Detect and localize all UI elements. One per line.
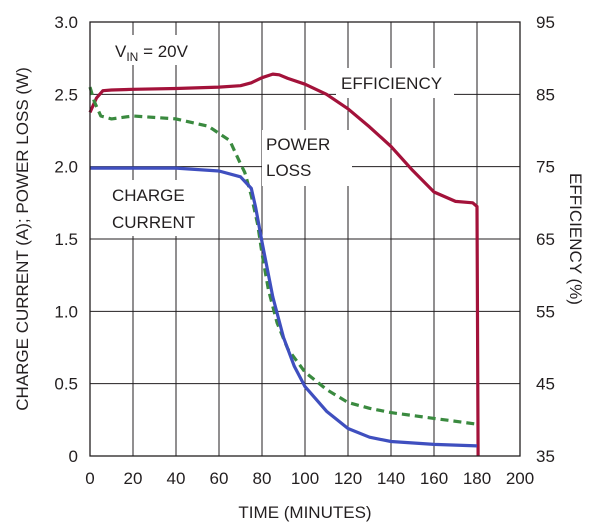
- x-tick-label: 180: [463, 469, 491, 488]
- x-tick-label: 120: [334, 469, 362, 488]
- charge-current-annotation-line1: CHARGE: [112, 186, 185, 205]
- x-tick-label: 200: [506, 469, 534, 488]
- y-left-tick-label: 2.5: [54, 85, 78, 104]
- plot-frame: [89, 21, 521, 457]
- vin-label-bg: [110, 35, 218, 65]
- y-right-tick-label: 35: [536, 447, 555, 466]
- x-tick-label: 100: [291, 469, 319, 488]
- x-tick-label: 80: [253, 469, 272, 488]
- y-left-tick-label: 1.0: [54, 302, 78, 321]
- x-tick-label: 20: [124, 469, 143, 488]
- y-right-tick-label: 65: [536, 230, 555, 249]
- y-left-tick-label: 1.5: [54, 230, 78, 249]
- x-tick-label: 0: [85, 469, 94, 488]
- y-left-tick-label: 0: [69, 447, 78, 466]
- y-right-tick-label: 75: [536, 158, 555, 177]
- charge-current-annotation-line2: CURRENT: [112, 213, 195, 232]
- y-right-tick-label: 95: [536, 13, 555, 32]
- efficiency-series-line: [88, 72, 480, 457]
- x-axis-label: TIME (MINUTES): [238, 503, 371, 522]
- y-left-tick-label: 3.0: [54, 13, 78, 32]
- x-tick-label: 140: [377, 469, 405, 488]
- series-layer: [88, 72, 480, 457]
- efficiency-label-bg: [336, 68, 454, 98]
- charge-current-label-bg: [106, 180, 214, 236]
- y-right-tick-label: 85: [536, 85, 555, 104]
- tick-labels: 0 20 40 60 80 100 120 140 160 180 200 0 0.5 1.0 1.5 2.0…: [54, 13, 555, 488]
- grid: [90, 22, 520, 456]
- y-right-tick-label: 55: [536, 302, 555, 321]
- x-tick-label: 160: [420, 469, 448, 488]
- x-tick-label: 40: [167, 469, 186, 488]
- y-left-tick-label: 2.0: [54, 158, 78, 177]
- efficiency-annotation: EFFICIENCY: [341, 74, 442, 93]
- y-axis-right-label: EFFICIENCY (%): [566, 173, 585, 305]
- vin-annotation: VIN = 20V: [115, 42, 189, 64]
- y-axis-left-label: CHARGE CURRENT (A); POWER LOSS (W): [13, 67, 32, 410]
- charge-current-series-line: [90, 166, 478, 448]
- power-loss-annotation-line1: POWER: [266, 135, 330, 154]
- power-loss-label-bg: [262, 130, 352, 186]
- power-loss-annotation-line2: LOSS: [266, 161, 311, 180]
- x-tick-label: 60: [210, 469, 229, 488]
- y-left-tick-label: 0.5: [54, 375, 78, 394]
- y-right-tick-label: 45: [536, 375, 555, 394]
